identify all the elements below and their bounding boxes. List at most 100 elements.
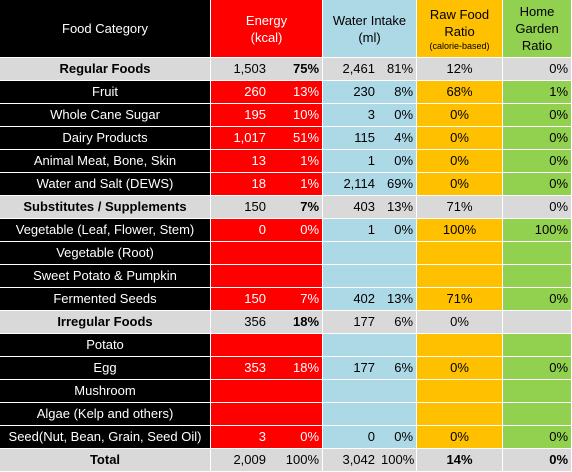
water-percent xyxy=(378,380,418,403)
water-value xyxy=(323,334,379,357)
water-value xyxy=(323,380,379,403)
row-category: Fruit xyxy=(0,81,211,104)
row-category: Mushroom xyxy=(0,380,211,403)
water-percent: 81% xyxy=(378,58,418,81)
table-row: Mushroom xyxy=(0,380,572,403)
water-value xyxy=(323,242,379,265)
raw-food-ratio xyxy=(417,380,504,403)
water-value: 0 xyxy=(323,426,379,449)
row-category: Seed(Nut, Bean, Grain, Seed Oil) xyxy=(0,426,211,449)
energy-percent xyxy=(269,242,324,265)
home-garden-ratio xyxy=(503,380,572,403)
home-garden-ratio: 0% xyxy=(503,127,572,150)
row-category: Algae (Kelp and others) xyxy=(0,403,211,426)
home-garden-ratio: 0% xyxy=(503,58,572,81)
table-row: Algae (Kelp and others) xyxy=(0,403,572,426)
row-category: Vegetable (Leaf, Flower, Stem) xyxy=(0,219,211,242)
header-food-category: Food Category xyxy=(0,0,211,58)
header-row: Food Category Energy (kcal) Water Intake(… xyxy=(0,0,572,58)
home-garden-ratio: 0% xyxy=(503,150,572,173)
energy-value: 356 xyxy=(211,311,269,334)
water-percent: 13% xyxy=(378,288,418,311)
group-row: Substitutes / Supplements 150 7% 403 13% 71% 0… xyxy=(0,196,572,219)
raw-food-ratio: 12% xyxy=(417,58,504,81)
energy-percent: 51% xyxy=(269,127,324,150)
table-row: Dairy Products 1,017 51% 115 4% 0% 0% xyxy=(0,127,572,150)
home-garden-ratio xyxy=(503,334,572,357)
water-value: 1 xyxy=(323,219,379,242)
raw-food-ratio: 100% xyxy=(417,219,504,242)
home-garden-ratio xyxy=(503,403,572,426)
energy-value xyxy=(211,334,269,357)
home-garden-ratio: 0% xyxy=(503,426,572,449)
water-value xyxy=(323,265,379,288)
water-value: 3 xyxy=(323,104,379,127)
home-garden-ratio: 0% xyxy=(503,288,572,311)
group-row: Regular Foods 1,503 75% 2,461 81% 12% 0% xyxy=(0,58,572,81)
raw-food-ratio: 0% xyxy=(417,104,504,127)
home-garden-ratio: 0% xyxy=(503,104,572,127)
group-row: Irregular Foods 356 18% 177 6% 0% xyxy=(0,311,572,334)
raw-food-ratio: 68% xyxy=(417,81,504,104)
water-value: 177 xyxy=(323,357,379,380)
row-category: Egg xyxy=(0,357,211,380)
water-percent: 0% xyxy=(378,104,418,127)
row-category: Whole Cane Sugar xyxy=(0,104,211,127)
energy-value: 260 xyxy=(211,81,269,104)
energy-value: 150 xyxy=(211,196,269,219)
energy-value: 1,017 xyxy=(211,127,269,150)
row-category: Animal Meat, Bone, Skin xyxy=(0,150,211,173)
raw-food-ratio: 0% xyxy=(417,127,504,150)
raw-food-ratio xyxy=(417,334,504,357)
energy-percent xyxy=(269,334,324,357)
energy-percent: 18% xyxy=(269,311,324,334)
row-category: Regular Foods xyxy=(0,58,211,81)
table-row: Egg 353 18% 177 6% 0% 0% xyxy=(0,357,572,380)
energy-value: 1,503 xyxy=(211,58,269,81)
energy-percent: 18% xyxy=(269,357,324,380)
raw-food-ratio: 0% xyxy=(417,150,504,173)
table-row: Fruit 260 13% 230 8% 68% 1% xyxy=(0,81,572,104)
energy-percent: 100% xyxy=(269,449,324,472)
row-category: Irregular Foods xyxy=(0,311,211,334)
header-raw-food-ratio: Raw Food Ratio (calorie-based) xyxy=(417,0,504,58)
energy-value: 150 xyxy=(211,288,269,311)
water-percent xyxy=(378,403,418,426)
row-category: Total xyxy=(0,449,211,472)
water-percent xyxy=(378,265,418,288)
table-row: Whole Cane Sugar 195 10% 3 0% 0% 0% xyxy=(0,104,572,127)
water-value: 115 xyxy=(323,127,379,150)
energy-percent: 1% xyxy=(269,150,324,173)
raw-food-ratio xyxy=(417,242,504,265)
home-garden-ratio: 0% xyxy=(503,173,572,196)
raw-food-ratio xyxy=(417,403,504,426)
water-percent xyxy=(378,242,418,265)
raw-food-ratio: 0% xyxy=(417,357,504,380)
energy-value xyxy=(211,380,269,403)
energy-value: 13 xyxy=(211,150,269,173)
energy-percent: 7% xyxy=(269,196,324,219)
energy-percent: 1% xyxy=(269,173,324,196)
table-row: Animal Meat, Bone, Skin 13 1% 1 0% 0% 0% xyxy=(0,150,572,173)
water-percent xyxy=(378,334,418,357)
home-garden-ratio: 1% xyxy=(503,81,572,104)
table-row: Potato xyxy=(0,334,572,357)
home-garden-ratio xyxy=(503,242,572,265)
energy-percent: 10% xyxy=(269,104,324,127)
table-row: Fermented Seeds 150 7% 402 13% 71% 0% xyxy=(0,288,572,311)
water-percent: 13% xyxy=(378,196,418,219)
raw-food-ratio: 0% xyxy=(417,426,504,449)
header-home-garden-ratio: Home Garden Ratio xyxy=(503,0,572,58)
energy-value: 353 xyxy=(211,357,269,380)
energy-percent: 0% xyxy=(269,219,324,242)
home-garden-ratio: 0% xyxy=(503,196,572,219)
table-row: Sweet Potato & Pumpkin xyxy=(0,265,572,288)
water-value xyxy=(323,403,379,426)
raw-food-ratio: 0% xyxy=(417,311,504,334)
table-row: Vegetable (Root) xyxy=(0,242,572,265)
water-value: 402 xyxy=(323,288,379,311)
energy-percent: 0% xyxy=(269,426,324,449)
water-percent: 0% xyxy=(378,426,418,449)
water-percent: 6% xyxy=(378,311,418,334)
raw-food-ratio xyxy=(417,265,504,288)
